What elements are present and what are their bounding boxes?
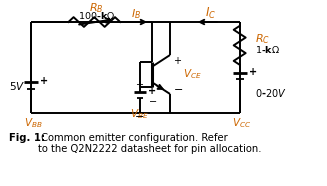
Text: $0$-$20V$: $0$-$20V$ xyxy=(255,87,286,99)
Text: $1$-k$\Omega$: $1$-k$\Omega$ xyxy=(255,44,280,55)
Text: $5V$: $5V$ xyxy=(9,80,26,92)
Text: +: + xyxy=(148,86,156,96)
Text: $-$: $-$ xyxy=(173,83,183,93)
Text: $I_C$: $I_C$ xyxy=(205,6,216,21)
Text: $I_B$: $I_B$ xyxy=(131,7,141,21)
Text: $100$-k$\Omega$: $100$-k$\Omega$ xyxy=(78,10,115,21)
Text: $-$: $-$ xyxy=(148,95,157,105)
Text: $+$: $+$ xyxy=(173,55,182,66)
Text: $R_B$: $R_B$ xyxy=(89,1,104,15)
Text: $R_C$: $R_C$ xyxy=(255,33,270,46)
Text: $V_{BE}$: $V_{BE}$ xyxy=(130,108,148,121)
Text: $V_{CC}$: $V_{CC}$ xyxy=(232,116,251,130)
Text: Fig. 1:: Fig. 1: xyxy=(9,133,45,143)
Text: $+$: $+$ xyxy=(135,79,144,90)
Text: +: + xyxy=(40,76,48,86)
Text: Common emitter configuration. Refer
to the Q2N2222 datasheet for pin allocation.: Common emitter configuration. Refer to t… xyxy=(38,133,261,154)
Text: $V_{BB}$: $V_{BB}$ xyxy=(24,116,43,130)
Text: +: + xyxy=(249,67,257,77)
Text: $V_{CE}$: $V_{CE}$ xyxy=(183,68,202,81)
Text: $-$: $-$ xyxy=(134,110,144,120)
